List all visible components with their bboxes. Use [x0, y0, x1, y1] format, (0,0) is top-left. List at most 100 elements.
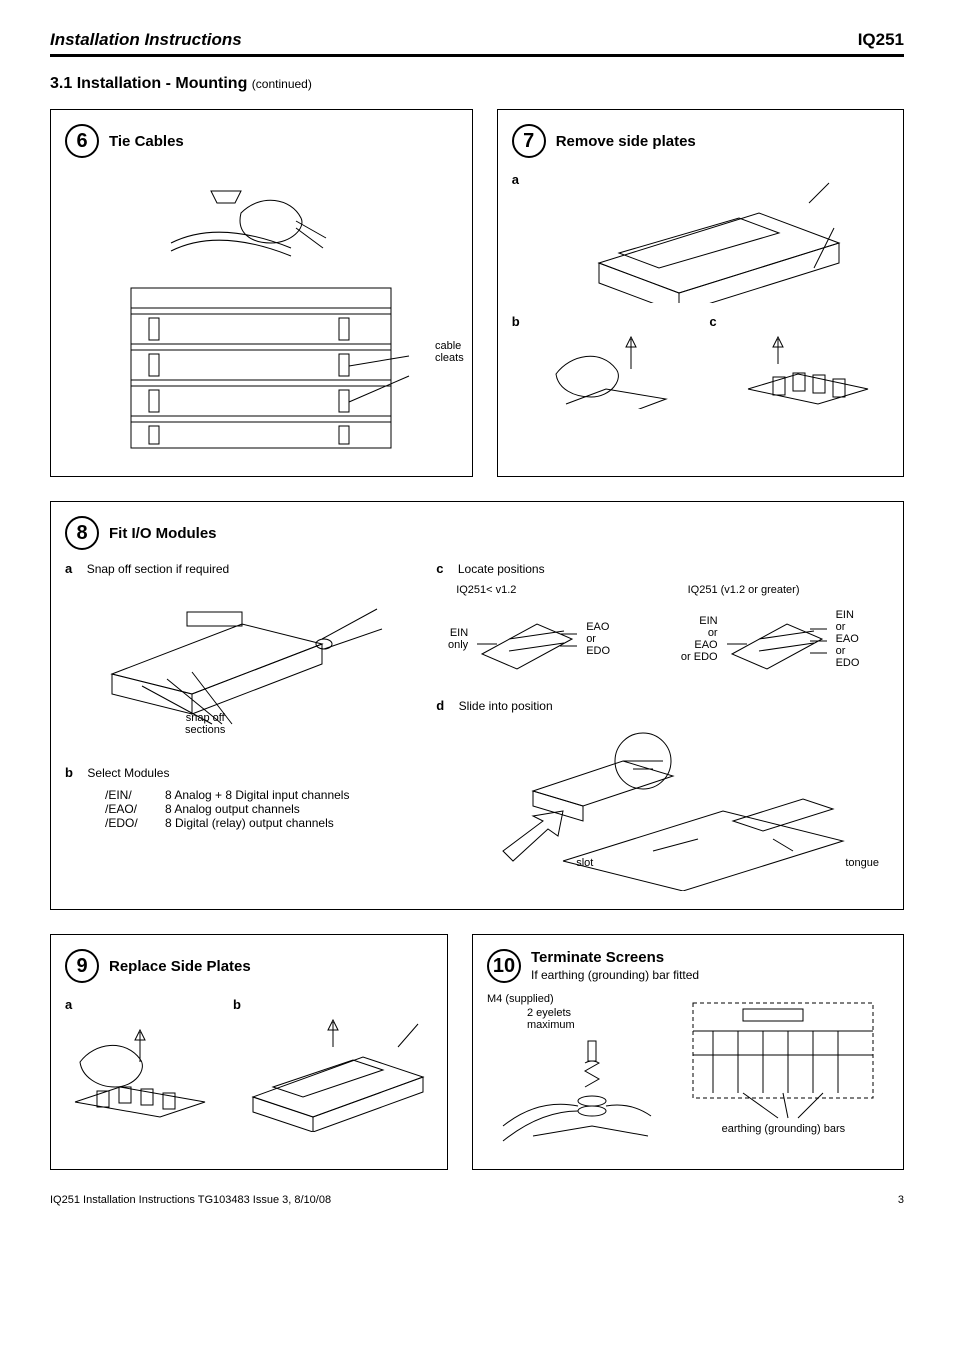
section-name: Installation - Mounting	[77, 75, 248, 92]
slot-label: slot	[576, 857, 593, 869]
step-7-drawing-c	[727, 314, 889, 414]
module-edo-code: /EDO/	[105, 816, 155, 830]
step-8-modules-table: /EIN/ 8 Analog + 8 Digital input channel…	[105, 788, 418, 830]
step-7-c-label: c	[709, 314, 716, 329]
eao-l2: or	[586, 633, 610, 645]
callout-cleats: cleats	[435, 352, 464, 364]
callout-cable: cable	[435, 340, 464, 352]
step-8-drawing-a: snap off sections	[65, 584, 418, 734]
module-ein-desc: 8 Analog + 8 Digital input channels	[165, 788, 349, 802]
module-edo-desc: 8 Digital (relay) output channels	[165, 816, 334, 830]
step-7-a-label: a	[512, 172, 519, 187]
step-8-a-label: a	[65, 561, 72, 576]
step-8-c-left-diagram	[472, 599, 582, 679]
panel-step-8: 8 Fit I/O Modules a Snap off section if …	[50, 501, 904, 910]
step-9-a-label: a	[65, 997, 205, 1012]
ein-or-eao-or-edo-right: EIN or EAO or EDO	[836, 609, 860, 669]
step-7-title: Remove side plates	[556, 133, 696, 150]
step-8-b-text: Select Modules	[87, 766, 169, 780]
module-eao-desc: 8 Analog output channels	[165, 802, 300, 816]
step-8-c-right-heading: IQ251 (v1.2 or greater)	[688, 584, 889, 596]
r1: EIN	[836, 609, 860, 621]
step-10-subtitle: If earthing (grounding) bar fitted	[531, 968, 699, 982]
l1: EIN	[678, 615, 718, 627]
page-header: Installation Instructions IQ251	[50, 30, 904, 57]
step-9-header: 9 Replace Side Plates	[65, 949, 433, 983]
ein-only-l2: only	[436, 639, 468, 651]
step-7-drawing-b	[530, 314, 692, 414]
header-left: Installation Instructions	[50, 30, 242, 50]
step-9-b-label: b	[233, 997, 423, 1012]
m4-label: M4 (supplied)	[487, 993, 660, 1005]
step-8-snap-off-callout: snap off sections	[185, 712, 225, 736]
tongue-label: tongue	[845, 857, 879, 869]
footer-left: IQ251 Installation Instructions TG103483…	[50, 1194, 331, 1206]
footer-right: 3	[898, 1194, 904, 1206]
panel-step-10: 10 Terminate Screens If earthing (ground…	[472, 934, 904, 1170]
eao-l1: EAO	[586, 621, 610, 633]
step-8-d-text: Slide into position	[459, 699, 553, 713]
step-6-title: Tie Cables	[109, 133, 184, 150]
r2: or	[836, 621, 860, 633]
step-6-number: 6	[65, 124, 99, 158]
step-10-header: 10 Terminate Screens If earthing (ground…	[487, 949, 889, 983]
l4: or EDO	[678, 651, 718, 663]
page-footer: IQ251 Installation Instructions TG103483…	[50, 1194, 904, 1206]
step-7-b-label: b	[512, 314, 520, 329]
step-8-header: 8 Fit I/O Modules	[65, 516, 889, 550]
panel-step-6: 6 Tie Cables	[50, 109, 473, 477]
step-9-title: Replace Side Plates	[109, 958, 251, 975]
panel-step-9: 9 Replace Side Plates a	[50, 934, 448, 1170]
row-steps-9-10: 9 Replace Side Plates a	[50, 934, 904, 1170]
ein-only: EIN only	[436, 627, 468, 651]
step-6-drawing-top	[65, 168, 458, 278]
l3: EAO	[678, 639, 718, 651]
step-8-c-left-heading: IQ251< v1.2	[456, 584, 647, 596]
step-8-b-label: b	[65, 765, 73, 780]
step-7-drawing-a	[529, 168, 889, 308]
r3: EAO	[836, 633, 860, 645]
earthing-label: earthing (grounding) bars	[678, 1123, 889, 1135]
eyelets-callout: 2 eyelets maximum	[527, 1007, 660, 1031]
step-6-header: 6 Tie Cables	[65, 124, 458, 158]
step-8-number: 8	[65, 516, 99, 550]
module-row-edo: /EDO/ 8 Digital (relay) output channels	[105, 816, 418, 830]
step-9-drawing-b	[233, 1012, 433, 1132]
step-6-drawing-bottom: cable cleats	[65, 278, 458, 458]
step-8-c-right-diagram	[722, 599, 832, 679]
step-8-c-label: c	[436, 561, 443, 576]
module-row-eao: /EAO/ 8 Analog output channels	[105, 802, 418, 816]
step-7-header: 7 Remove side plates	[512, 124, 889, 158]
step-10-number: 10	[487, 949, 521, 983]
module-ein-code: /EIN/	[105, 788, 155, 802]
r5: EDO	[836, 657, 860, 669]
row-steps-6-7: 6 Tie Cables	[50, 109, 904, 477]
eyelets-l2: maximum	[527, 1019, 660, 1031]
step-10-drawing-right	[678, 993, 889, 1123]
l2: or	[678, 627, 718, 639]
step-6-callout: cable cleats	[435, 340, 464, 364]
panel-step-7: 7 Remove side plates a b	[497, 109, 904, 477]
module-row-ein: /EIN/ 8 Analog + 8 Digital input channel…	[105, 788, 418, 802]
step-8-c-text: Locate positions	[458, 562, 545, 576]
step-10-title: Terminate Screens	[531, 949, 699, 966]
ein-or-eao-or-edo-left: EIN or EAO or EDO	[678, 615, 718, 663]
section-number: 3.1	[50, 75, 72, 92]
header-right: IQ251	[858, 30, 904, 50]
step-8-d-label: d	[436, 698, 444, 713]
step-8-drawing-d: slot tongue	[436, 721, 889, 891]
eao-l3: EDO	[586, 645, 610, 657]
step-10-drawing-left	[487, 1031, 660, 1151]
section-title: 3.1 Installation - Mounting (continued)	[50, 75, 904, 93]
r4: or	[836, 645, 860, 657]
step-9-number: 9	[65, 949, 99, 983]
step-7-number: 7	[512, 124, 546, 158]
step-9-drawing-a	[65, 1012, 215, 1132]
module-eao-code: /EAO/	[105, 802, 155, 816]
eyelets-l1: 2 eyelets	[527, 1007, 660, 1019]
eao-or-edo: EAO or EDO	[586, 621, 610, 657]
snap-off-l2: sections	[185, 724, 225, 736]
step-8-title: Fit I/O Modules	[109, 525, 217, 542]
snap-off-l1: snap off	[185, 712, 225, 724]
ein-only-l1: EIN	[436, 627, 468, 639]
